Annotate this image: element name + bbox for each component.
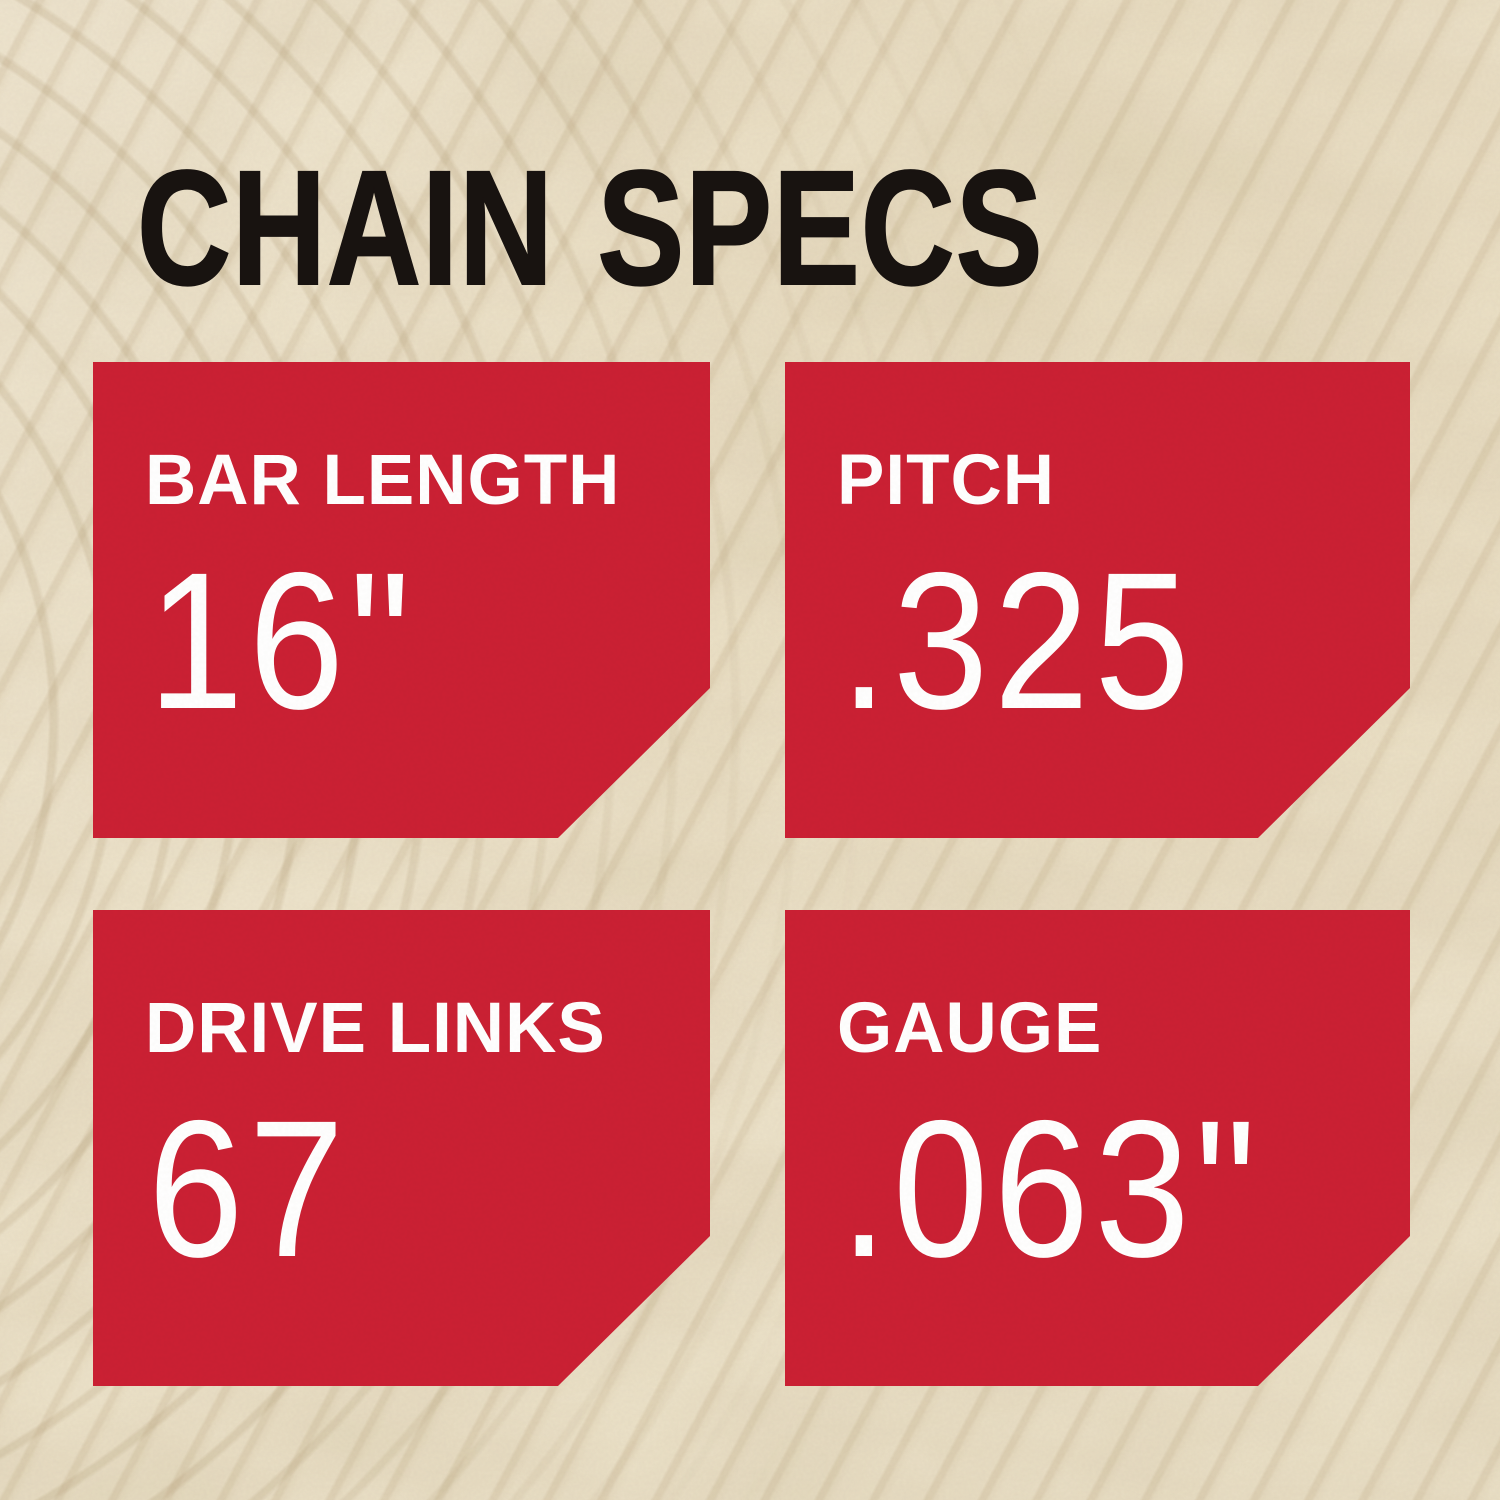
spec-card-pitch: PITCH .325 <box>785 362 1410 838</box>
spec-card-bar-length: BAR LENGTH 16" <box>93 362 710 838</box>
spec-value-pitch: .325 <box>840 532 1196 750</box>
spec-label-pitch: PITCH <box>837 441 1055 520</box>
spec-label-bar-length: BAR LENGTH <box>145 441 621 520</box>
spec-value-gauge: .063" <box>840 1080 1262 1298</box>
spec-value-bar-length: 16" <box>148 532 416 750</box>
spec-label-drive-links: DRIVE LINKS <box>145 989 606 1068</box>
spec-card-gauge: GAUGE .063" <box>785 910 1410 1386</box>
spec-card-drive-links: DRIVE LINKS 67 <box>93 910 710 1386</box>
spec-value-drive-links: 67 <box>148 1080 350 1298</box>
page-title: CHAIN SPECS <box>136 136 1044 319</box>
spec-grid: BAR LENGTH 16" PITCH .325 DRIVE LINKS 67… <box>93 362 1410 1386</box>
spec-label-gauge: GAUGE <box>837 989 1103 1068</box>
